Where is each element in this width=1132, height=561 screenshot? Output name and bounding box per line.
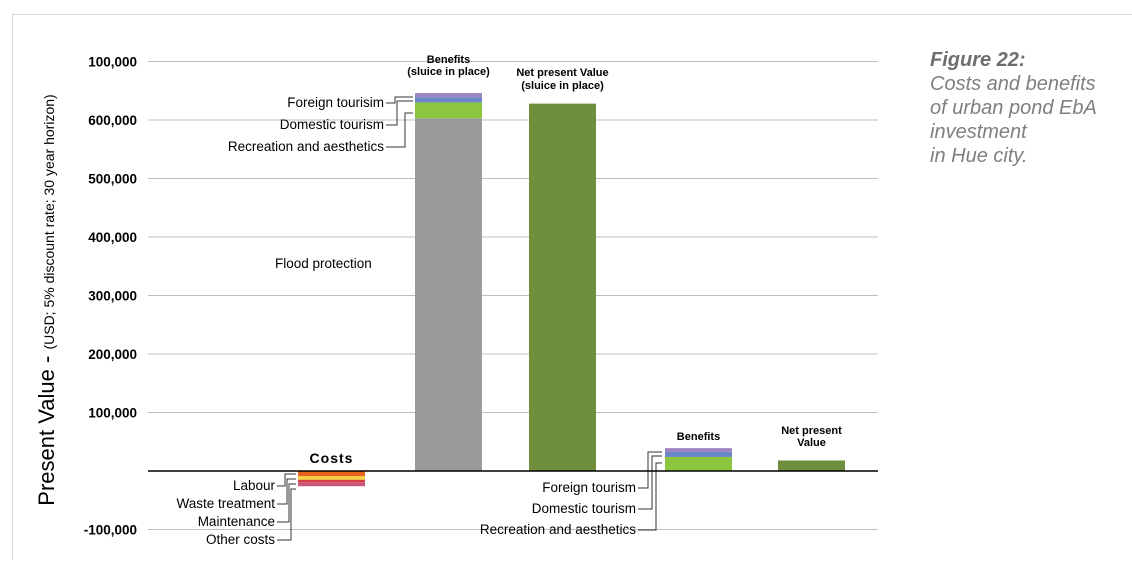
bar-group: Benefits: [665, 431, 732, 471]
annotation-label: Foreign tourisim: [287, 95, 384, 110]
y-axis-title-sub: (USD; 5% discount rate; 30 year horizon): [41, 94, 57, 349]
y-axis-title-dash: -: [34, 350, 59, 363]
leader-line: [386, 100, 413, 126]
leader-line: [277, 488, 296, 541]
bar-segment: [665, 451, 732, 457]
leader-line: [277, 478, 296, 505]
y-axis-label: Present Value - (USD; 5% discount rate; …: [34, 94, 59, 505]
y-tick-label: 100,000: [88, 406, 137, 421]
annotation-label: Maintenance: [198, 514, 275, 529]
bar-segment: [415, 97, 482, 103]
chart-frame: [12, 14, 1132, 560]
bar-title: Net present: [781, 425, 842, 437]
bar-segment: [298, 471, 365, 477]
y-tick-label: -100,000: [84, 523, 137, 538]
annotation-label: Domestic tourism: [532, 501, 636, 516]
y-axis-title-main: Present Value: [34, 363, 59, 506]
bar-title: Costs: [310, 450, 354, 466]
annotation-label: Other costs: [206, 532, 275, 547]
leader-line: [277, 483, 296, 523]
annotation-label: Labour: [233, 478, 276, 493]
leader-line: [638, 462, 662, 531]
figure-caption: Figure 22: Costs and benefits of urban p…: [930, 48, 1130, 168]
y-tick-label: 600,000: [88, 113, 137, 128]
leader-line: [638, 451, 662, 489]
figure-number: Figure 22:: [930, 49, 1026, 71]
bar-title: Benefits: [677, 431, 720, 443]
bar-group: Benefits(sluice in place): [407, 54, 490, 472]
bar-segment: [415, 93, 482, 98]
y-tick-label: 500,000: [88, 172, 137, 187]
bar-segment: [415, 102, 482, 119]
annotation-label: Waste treatment: [176, 496, 275, 511]
annotation-label: Recreation and aesthetics: [228, 139, 384, 154]
leader-line: [277, 473, 296, 487]
leader-line: [386, 112, 413, 148]
bar-group: Net present Value(sluice in place): [516, 67, 609, 472]
bar-segment: [298, 479, 365, 483]
bar-title: (sluice in place): [521, 80, 604, 92]
y-tick-label: 100,000: [88, 55, 137, 70]
y-tick-label: 200,000: [88, 347, 137, 362]
y-tick-label: 300,000: [88, 289, 137, 304]
y-tick-label: 400,000: [88, 230, 137, 245]
annotation-label: Domestic tourism: [280, 117, 384, 132]
bar-title: Value: [797, 437, 826, 449]
y-tick-labels: 100,000 600,000 500,000 400,000 300,000 200,0…: [84, 55, 137, 538]
bar-segment: [415, 118, 482, 472]
grid-lines: [148, 61, 878, 530]
bar-title: (sluice in place): [407, 66, 490, 78]
leader-line: [386, 96, 413, 104]
annotation-label: Flood protection: [275, 256, 372, 271]
leader-line: [638, 455, 662, 510]
bar-group: Costs: [298, 450, 365, 487]
annotations: Flood protection Foreign tourisim Domestic…: [176, 95, 662, 547]
annotation-label: Foreign tourism: [542, 480, 636, 495]
bar-segment: [665, 448, 732, 452]
y-axis-title: Present Value - (USD; 5% discount rate; …: [34, 94, 59, 505]
figure-description: Costs and benefits of urban pond EbA inv…: [930, 73, 1097, 167]
annotation-label: Recreation and aesthetics: [480, 522, 636, 537]
bar-title: Net present Value: [516, 67, 608, 79]
bar-segment: [298, 482, 365, 487]
bar-segment: [529, 103, 596, 472]
bar-segment: [298, 476, 365, 480]
bar-title: Benefits: [427, 54, 470, 66]
bar-segment: [778, 460, 845, 471]
bar-segment: [665, 456, 732, 471]
